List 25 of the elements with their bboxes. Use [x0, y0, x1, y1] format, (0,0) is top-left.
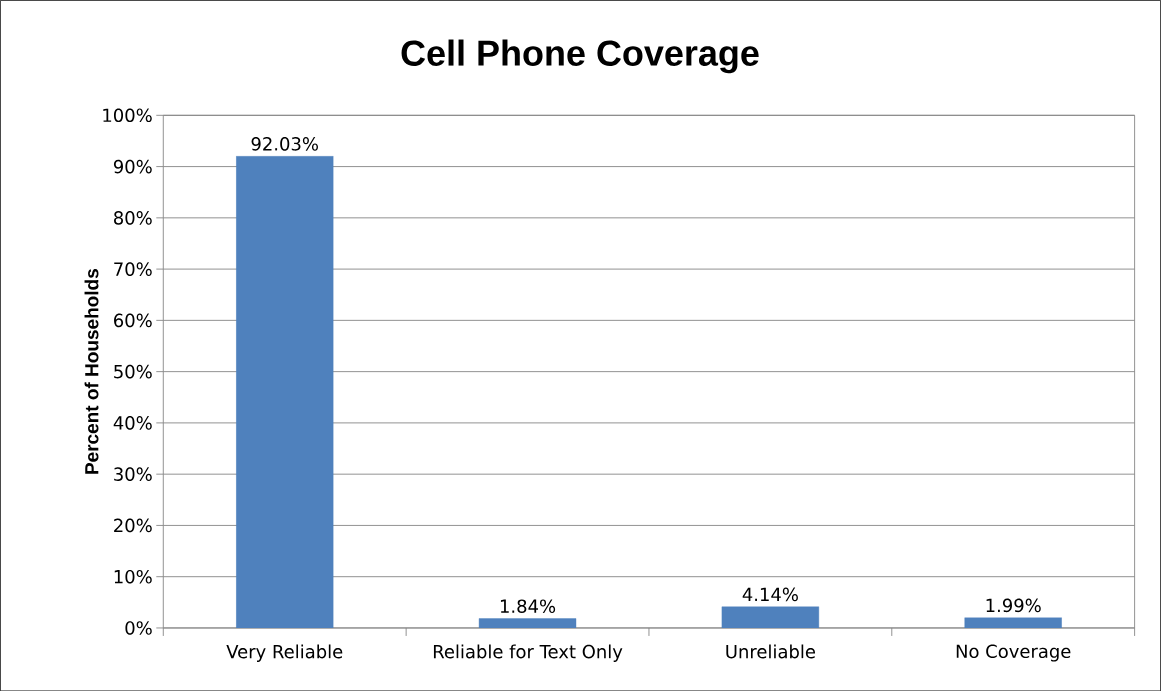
bar	[721, 606, 820, 628]
y-tick-label: 0%	[125, 621, 152, 635]
y-tick-label: 30%	[114, 467, 152, 481]
bar	[964, 617, 1062, 628]
data-label: 92.03%	[251, 136, 318, 151]
y-tick-label: 70%	[114, 262, 152, 276]
y-tick-label: 50%	[114, 364, 152, 379]
x-tick-label: Reliable for Text Only	[433, 644, 623, 662]
y-tick-label: 20%	[114, 518, 152, 533]
data-label: 4.14%	[742, 587, 798, 602]
data-label: 1.99%	[986, 598, 1041, 613]
y-tick-label: 10%	[114, 569, 152, 584]
y-tick-label: 60%	[114, 313, 152, 328]
x-tick-label: Unreliable	[726, 644, 816, 659]
y-tick-label: 90%	[113, 159, 152, 174]
data-label: 1.84%	[500, 599, 556, 613]
x-tick-label: No Coverage	[956, 644, 1071, 662]
bar	[236, 155, 334, 628]
y-tick-label: 40%	[113, 415, 152, 430]
x-tick-label: Very Reliable	[226, 644, 343, 662]
y-tick-label: 100%	[103, 108, 152, 122]
y-axis-title: Percent of Households	[84, 268, 99, 474]
bar	[478, 618, 577, 628]
chart-title: Cell Phone Coverage	[401, 39, 759, 74]
y-tick-label: 80%	[114, 210, 152, 225]
